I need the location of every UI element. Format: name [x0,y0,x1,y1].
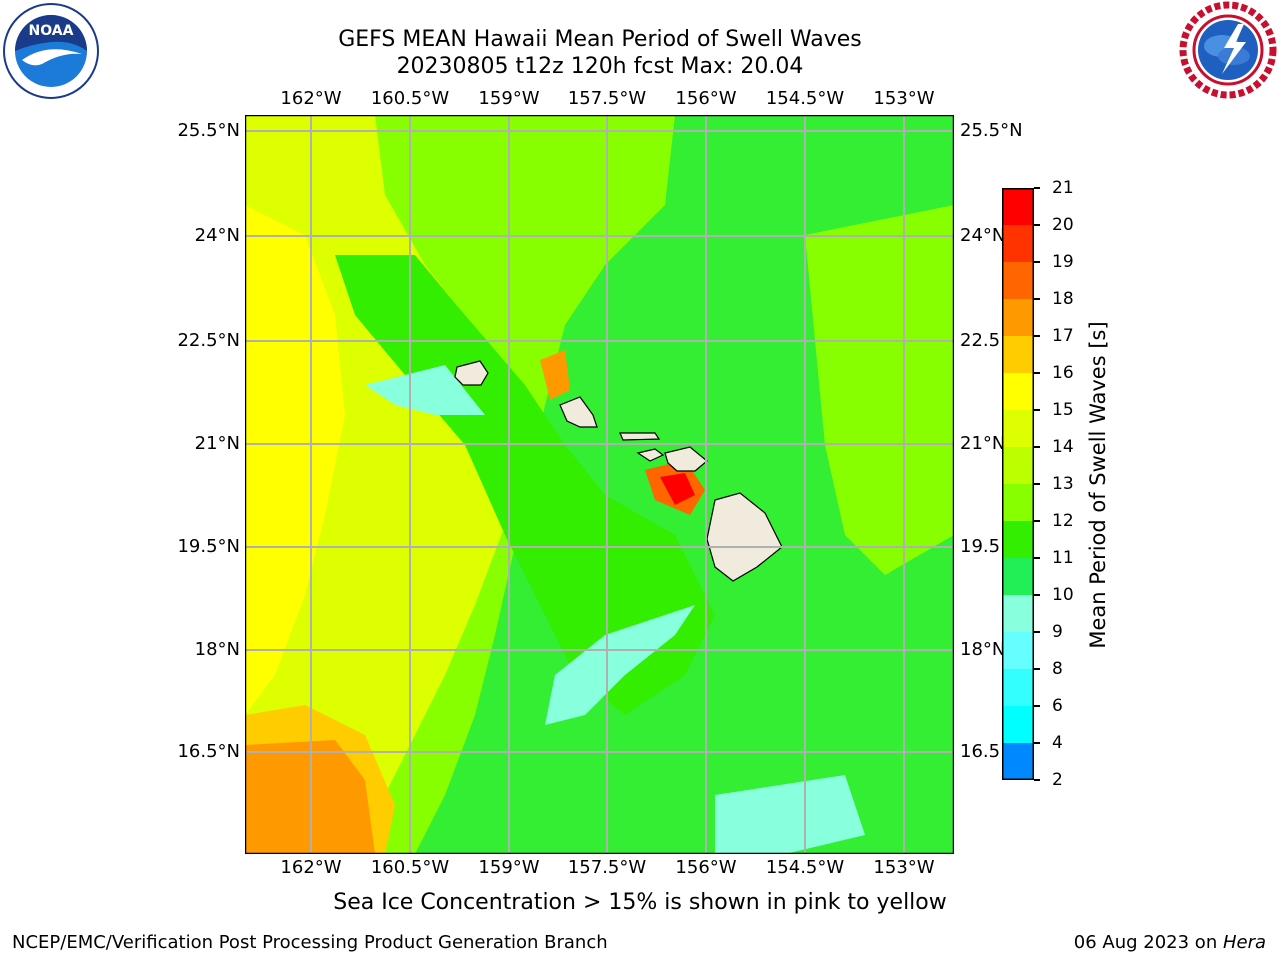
lat-label: 16.5 [960,741,1001,762]
lat-label: 18°N [960,639,1006,660]
credit-host: Hera [1222,932,1266,953]
colorbar-tick-mark [1034,557,1040,559]
colorbar-tick-label: 6 [1052,696,1063,716]
colorbar-tick-label: 12 [1052,511,1074,531]
credit-right: 06 Aug 2023 on Hera [1074,933,1266,953]
colorbar-swatch [1002,225,1034,263]
lat-label: 22.5 [960,330,1001,351]
colorbar-swatch [1002,447,1034,485]
colorbar-tick-label: 20 [1052,215,1074,235]
lat-label: 24°N [960,225,1006,246]
colorbar-swatch [1002,632,1034,670]
lat-label: 16.5°N [177,741,240,762]
lon-label: 159°W [478,88,540,109]
lon-label: 160.5°W [370,857,450,878]
colorbar-swatch [1002,484,1034,522]
colorbar-tick-label: 11 [1052,548,1074,568]
lon-label: 156°W [675,88,737,109]
colorbar-tick-label: 10 [1052,585,1074,605]
lon-label: 154.5°W [765,88,845,109]
colorbar-swatch [1002,299,1034,337]
colorbar-tick-mark [1034,372,1040,374]
noaa-logo: NOAA [2,2,100,100]
lat-label: 22.5°N [177,330,240,351]
lon-label: 153°W [873,857,935,878]
colorbar-tick-mark [1034,187,1040,189]
map-title: GEFS MEAN Hawaii Mean Period of Swell Wa… [338,27,862,52]
colorbar-tick-label: 21 [1052,178,1074,198]
lon-label: 160.5°W [370,88,450,109]
colorbar-tick-label: 4 [1052,733,1063,753]
colorbar-label: Mean Period of Swell Waves [s] [1086,321,1110,649]
svg-text:NOAA: NOAA [29,23,74,39]
colorbar-tick-label: 13 [1052,474,1074,494]
sea-ice-note: Sea Ice Concentration > 15% is shown in … [333,890,947,915]
colorbar-tick-mark [1034,224,1040,226]
colorbar-tick-mark [1034,779,1040,781]
map-subtitle: 20230805 t12z 120h fcst Max: 20.04 [396,54,804,79]
colorbar-tick-mark [1034,446,1040,448]
colorbar-tick-label: 14 [1052,437,1074,457]
colorbar-tick-mark [1034,261,1040,263]
lat-label: 19.5 [960,536,1001,557]
colorbar-tick-label: 15 [1052,400,1074,420]
colorbar-swatch [1002,595,1034,633]
lat-label: 24°N [194,225,240,246]
colorbar-swatch [1002,558,1034,596]
lon-label: 162°W [280,88,342,109]
colorbar-swatch [1002,410,1034,448]
colorbar-tick-mark [1034,631,1040,633]
colorbar-swatch [1002,373,1034,411]
colorbar-swatch [1002,521,1034,559]
lat-label: 21°N [960,433,1006,454]
colorbar-tick-label: 17 [1052,326,1074,346]
lat-label: 25.5°N [960,120,1023,141]
nws-logo [1178,0,1278,100]
credit-date: 06 Aug 2023 on [1073,932,1223,953]
colorbar-swatch [1002,336,1034,374]
colorbar-tick-label: 18 [1052,289,1074,309]
lat-label: 25.5°N [177,120,240,141]
lon-label: 157.5°W [567,88,647,109]
swell-period-map [245,115,954,854]
colorbar-swatch [1002,188,1034,226]
colorbar-tick-label: 9 [1052,622,1063,642]
lat-label: 19.5°N [177,536,240,557]
colorbar-tick-mark [1034,520,1040,522]
lon-label: 159°W [478,857,540,878]
colorbar-scale [1002,188,1034,780]
colorbar-tick-mark [1034,298,1040,300]
colorbar-swatch [1002,262,1034,300]
lat-label: 18°N [194,639,240,660]
colorbar-tick-mark [1034,594,1040,596]
colorbar-tick-mark [1034,483,1040,485]
lon-label: 154.5°W [765,857,845,878]
colorbar-tick-label: 8 [1052,659,1063,679]
colorbar-tick-mark [1034,742,1040,744]
colorbar-swatch [1002,669,1034,707]
credit-left: NCEP/EMC/Verification Post Processing Pr… [12,932,608,953]
lon-label: 157.5°W [567,857,647,878]
colorbar-tick-label: 2 [1052,770,1063,790]
colorbar-swatch [1002,706,1034,744]
colorbar-tick-mark [1034,335,1040,337]
lat-label: 21°N [194,433,240,454]
colorbar-tick-mark [1034,705,1040,707]
lon-label: 153°W [873,88,935,109]
colorbar-tick-label: 16 [1052,363,1074,383]
colorbar-border [1002,188,1034,780]
colorbar-tick-label: 19 [1052,252,1074,272]
colorbar-tick-mark [1034,409,1040,411]
lon-label: 156°W [675,857,737,878]
colorbar-tick-mark [1034,668,1040,670]
colorbar-swatch [1002,743,1034,780]
lon-label: 162°W [280,857,342,878]
graticule [245,115,954,854]
